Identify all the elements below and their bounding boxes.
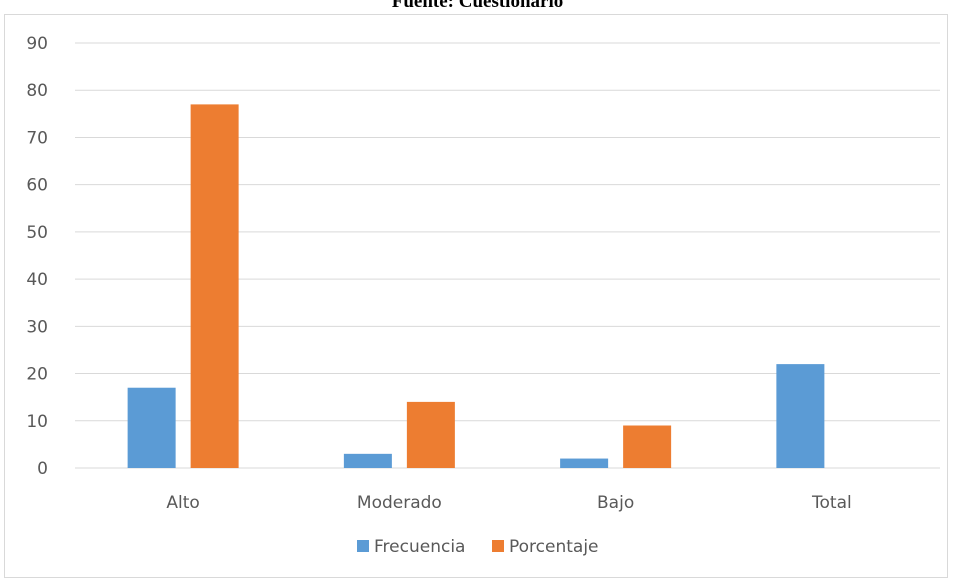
x-axis-category-labels: Alto Moderado Bajo Total <box>166 493 851 513</box>
bar-porcentaje-alto <box>190 104 239 468</box>
bar-frecuencia-total <box>776 364 825 468</box>
bar-frecuencia-bajo <box>560 458 609 468</box>
bar-porcentaje-bajo <box>623 425 672 468</box>
y-tick-label: 50 <box>26 223 48 243</box>
legend: Frecuencia Porcentaje <box>357 537 599 557</box>
y-tick-label: 90 <box>26 34 48 54</box>
chart-source-caption: Fuente: Cuestionario <box>391 0 564 12</box>
bar-frecuencia-moderado <box>343 453 392 468</box>
legend-swatch-frecuencia <box>357 540 369 552</box>
y-tick-label: 10 <box>26 412 48 432</box>
y-tick-label: 20 <box>26 365 48 385</box>
y-tick-label: 30 <box>26 317 48 337</box>
x-category-label: Alto <box>166 493 199 513</box>
legend-swatch-porcentaje <box>492 540 504 552</box>
y-axis-tick-labels: 0 10 20 30 40 50 60 70 80 90 <box>26 34 48 479</box>
bar-porcentaje-moderado <box>406 401 455 468</box>
y-tick-label: 40 <box>26 270 48 290</box>
bar-frecuencia-alto <box>127 387 176 468</box>
y-tick-label: 80 <box>26 81 48 101</box>
x-category-label: Bajo <box>597 493 634 513</box>
legend-label-porcentaje: Porcentaje <box>509 537 599 557</box>
chart-area <box>4 14 948 578</box>
y-tick-label: 70 <box>26 128 48 148</box>
legend-label-frecuencia: Frecuencia <box>374 537 465 557</box>
y-tick-label: 0 <box>37 459 48 479</box>
y-tick-label: 60 <box>26 176 48 196</box>
bars <box>127 104 825 468</box>
x-category-label: Total <box>811 493 852 513</box>
x-category-label: Moderado <box>357 493 442 513</box>
